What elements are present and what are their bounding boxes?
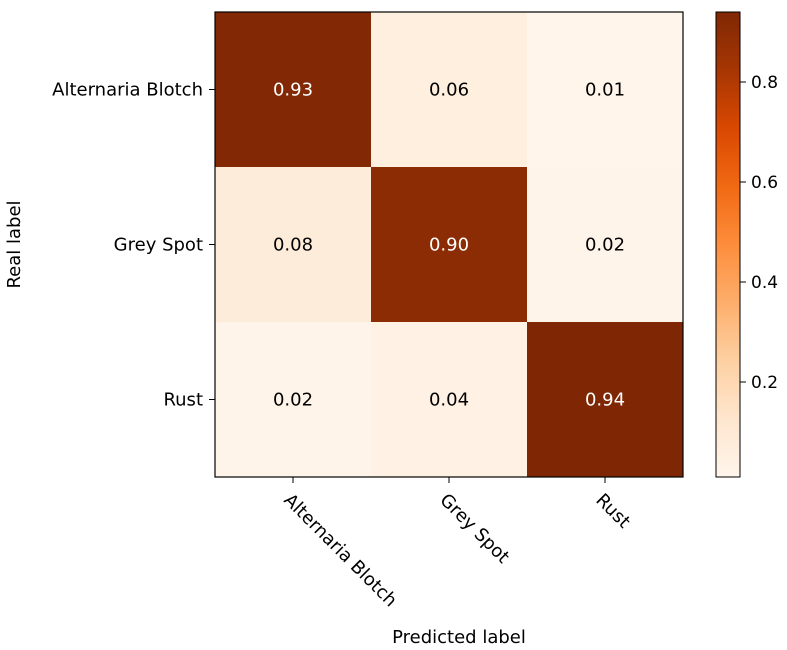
heatmap-cell-r0-c2 — [527, 12, 684, 168]
heatmap-cell-labels: 0.93 0.06 0.01 0.08 0.90 0.02 0.02 0.04 0.94 — [273, 80, 625, 411]
cell-label-r0-c0: 0.93 — [273, 80, 313, 101]
heatmap-cell-r2-c2 — [527, 322, 684, 478]
heatmap-cell-r2-c1 — [371, 322, 528, 478]
cell-label-r0-c1: 0.06 — [429, 80, 469, 101]
heatmap-cells — [215, 12, 684, 478]
y-axis-title: Real label — [4, 200, 25, 288]
cell-label-r2-c2: 0.94 — [585, 390, 625, 411]
heatmap-cell-r0-c0 — [215, 12, 372, 168]
x-axis-title: Predicted label — [392, 627, 526, 648]
colorbar-tick-label-3: 0.8 — [751, 73, 778, 93]
x-axis-ticks: Alternaria Blotch Grey Spot Rust — [279, 477, 634, 611]
heatmap-cell-r1-c2 — [527, 167, 684, 323]
colorbar-tick-label-1: 0.4 — [751, 273, 778, 293]
x-tick-label-2: Rust — [591, 490, 634, 533]
x-tick-label-0: Alternaria Blotch — [279, 490, 401, 612]
cell-label-r0-c2: 0.01 — [585, 80, 625, 101]
heatmap-cell-r0-c1 — [371, 12, 528, 168]
heatmap-cell-r1-c1 — [371, 167, 528, 323]
y-tick-label-0: Alternaria Blotch — [52, 80, 203, 101]
cell-label-r1-c1: 0.90 — [429, 235, 469, 256]
y-axis-ticks: Alternaria Blotch Grey Spot Rust — [52, 80, 215, 411]
cell-label-r2-c0: 0.02 — [273, 390, 313, 411]
heatmap-cell-r1-c0 — [215, 167, 372, 323]
colorbar-tick-label-2: 0.6 — [751, 173, 778, 193]
colorbar — [715, 11, 741, 478]
y-tick-label-1: Grey Spot — [114, 235, 203, 256]
heatmap-cell-r2-c0 — [215, 322, 372, 478]
cell-label-r1-c0: 0.08 — [273, 235, 313, 256]
colorbar-ticks: 0.2 0.4 0.6 0.8 — [740, 73, 778, 393]
cell-label-r1-c2: 0.02 — [585, 235, 625, 256]
x-tick-label-1: Grey Spot — [435, 490, 513, 568]
y-tick-label-2: Rust — [163, 390, 203, 411]
cell-label-r2-c1: 0.04 — [429, 390, 469, 411]
colorbar-tick-label-0: 0.2 — [751, 373, 778, 393]
